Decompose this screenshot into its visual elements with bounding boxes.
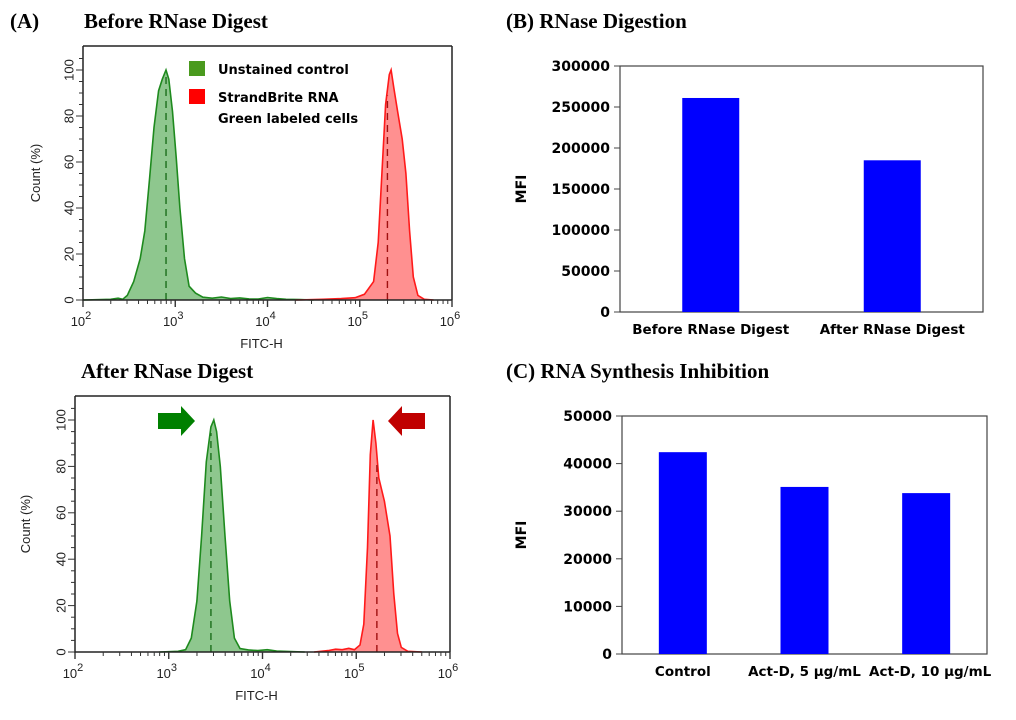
y-tick-label: 60 — [54, 506, 69, 520]
x-category-label: After RNase Digest — [820, 322, 966, 338]
bar-chart-rnase-digestion: 0 50000 100000 150000 200000 250000 300000 Befo… — [514, 59, 984, 338]
y-tick-label: 20 — [62, 247, 77, 261]
bar — [780, 486, 829, 654]
arrow-left-icon — [388, 406, 425, 436]
y-tick-label: 30000 — [563, 504, 612, 520]
x-tick-label: 106 — [438, 662, 459, 681]
y-tick-label: 150000 — [552, 182, 611, 198]
legend-label: StrandBrite RNA — [218, 91, 339, 106]
y-tick-label: 0 — [62, 296, 77, 303]
x-axis-label: FITC-H — [235, 688, 278, 703]
y-tick-label: 40 — [54, 552, 69, 566]
y-tick-label: 100 — [62, 59, 77, 81]
bar — [658, 452, 707, 654]
histogram-line-red — [295, 66, 434, 301]
x-tick-label: 105 — [347, 310, 368, 329]
legend-swatch-green — [189, 61, 205, 76]
x-tick-label: 103 — [156, 662, 177, 681]
y-tick-label: 300000 — [552, 59, 611, 75]
legend-label: Unstained control — [218, 63, 349, 78]
x-tick-label: 103 — [163, 310, 184, 329]
y-tick-label: 0 — [54, 648, 69, 655]
panel-b-title: (B) RNase Digestion — [506, 9, 687, 33]
x-category-label: Control — [655, 664, 711, 680]
y-tick-label: 50000 — [561, 264, 610, 280]
x-tick-label: 102 — [63, 662, 84, 681]
y-tick-label: 40000 — [563, 457, 612, 473]
bar — [682, 97, 740, 312]
y-tick-label: 0 — [602, 647, 612, 663]
arrow-right-icon — [158, 406, 195, 436]
x-axis-label: FITC-H — [240, 336, 283, 351]
y-tick-label: 200000 — [552, 141, 611, 157]
panel-a-bottom-title: After RNase Digest — [81, 359, 254, 383]
x-tick-label: 104 — [250, 662, 271, 681]
y-tick-label: 20 — [54, 598, 69, 612]
panel-a-top-title: Before RNase Digest — [84, 9, 268, 33]
x-category-label: Act-D, 5 µg/mL — [748, 664, 861, 680]
legend-swatch-red — [189, 89, 205, 104]
histogram-line-green — [82, 67, 314, 301]
x-tick-label: 104 — [255, 310, 276, 329]
x-tick-label: 106 — [440, 310, 461, 329]
y-tick-label: 100000 — [552, 223, 611, 239]
histogram-before-rnase: 0 20 40 60 80 100 Count (%) 102 103 104 105 106 FITC… — [28, 45, 461, 351]
y-tick-label: 0 — [600, 305, 610, 321]
plot-frame — [619, 65, 984, 313]
y-axis-label: MFI — [514, 521, 530, 550]
y-tick-label: 80 — [54, 459, 69, 473]
bar-chart-rna-synthesis-inhibition: 0 10000 20000 30000 40000 50000 Control Act-D, … — [514, 409, 992, 680]
y-tick-label: 100 — [54, 409, 69, 431]
histogram-fill-red — [295, 70, 434, 300]
panel-a-label: (A) — [10, 9, 40, 33]
histogram-line-green — [159, 417, 305, 653]
y-axis-label: Count (%) — [18, 495, 33, 554]
x-tick-label: 105 — [344, 662, 365, 681]
x-tick-label: 102 — [71, 310, 92, 329]
y-tick-label: 250000 — [552, 100, 611, 116]
legend-label: Green labeled cells — [218, 112, 358, 127]
y-tick-label: 60 — [62, 155, 77, 169]
y-tick-label: 40 — [62, 201, 77, 215]
histogram-line-red — [314, 419, 422, 653]
y-tick-label: 80 — [62, 109, 77, 123]
bar — [863, 160, 921, 312]
x-category-label: Before RNase Digest — [632, 322, 789, 338]
y-axis-label: Count (%) — [28, 144, 43, 203]
x-category-label: Act-D, 10 µg/mL — [869, 664, 992, 680]
y-tick-label: 10000 — [563, 599, 612, 615]
y-axis-label: MFI — [514, 175, 530, 204]
histogram-after-rnase: 0 20 40 60 80 100 Count (%) 102 103 104 105 106 FITC… — [18, 395, 459, 703]
y-tick-label: 50000 — [563, 409, 612, 425]
panel-c-title: (C) RNA Synthesis Inhibition — [506, 359, 770, 383]
y-tick-label: 20000 — [563, 552, 612, 568]
bar — [902, 493, 951, 654]
